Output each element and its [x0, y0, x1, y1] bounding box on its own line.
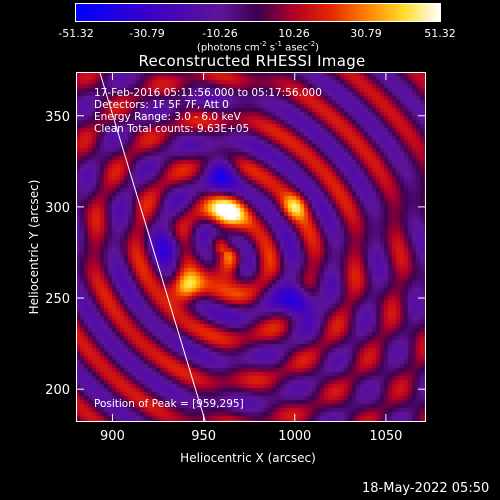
colorbar [75, 3, 441, 22]
colorbar-tick-label: -30.79 [129, 27, 165, 40]
plot-overlay: 900 950 1000 1050 200 250 300 350 17-Feb-2016 … [45, 71, 426, 444]
x-tick-label: 1000 [278, 429, 311, 444]
y-axis-label: Heliocentric Y (arcsec) [27, 180, 41, 315]
annotation-peak-position: Position of Peak = [959,295] [94, 398, 244, 410]
colorbar-tick-label: -10.26 [202, 27, 238, 40]
plot-area: 900 950 1000 1050 200 250 300 350 17-Feb-2016 … [45, 71, 426, 444]
plot-frame [76, 72, 426, 422]
annotation-clean-counts: Clean Total counts: 9.63E+05 [94, 123, 249, 135]
colorbar-tick-label: 51.32 [424, 27, 456, 40]
colorbar-units: (photons cm-2 s-1 asec-2) [196, 40, 320, 54]
y-tick-label: 250 [45, 292, 70, 307]
x-tick-label: 900 [100, 429, 125, 444]
y-tick-label: 200 [45, 383, 70, 398]
solar-limb-line [99, 71, 206, 423]
colorbar-gradient [76, 4, 440, 21]
timestamp: 18-May-2022 05:50 [362, 481, 490, 496]
colorbar-tick-label: 30.79 [350, 27, 382, 40]
colorbar-tick-label: 10.26 [278, 27, 310, 40]
annotation-energy-range: Energy Range: 3.0 - 6.0 keV [94, 111, 242, 123]
y-tick-label: 300 [45, 201, 70, 216]
x-tick-label: 950 [191, 429, 216, 444]
y-tick-label: 350 [45, 110, 70, 125]
annotation-time-range: 17-Feb-2016 05:11:56.000 to 05:17:56.000 [94, 87, 322, 99]
annotation-detectors: Detectors: 1F 5F 7F, Att 0 [94, 99, 229, 111]
chart-title: Reconstructed RHESSI Image [138, 52, 366, 70]
x-axis-ticks: 900 950 1000 1050 [100, 72, 402, 444]
heatmap-image [76, 72, 426, 422]
x-axis-label: Heliocentric X (arcsec) [180, 451, 316, 465]
colorbar-tick-label: -51.32 [58, 27, 94, 40]
x-tick-label: 1050 [369, 429, 402, 444]
y-axis-ticks: 200 250 300 350 [45, 110, 426, 398]
